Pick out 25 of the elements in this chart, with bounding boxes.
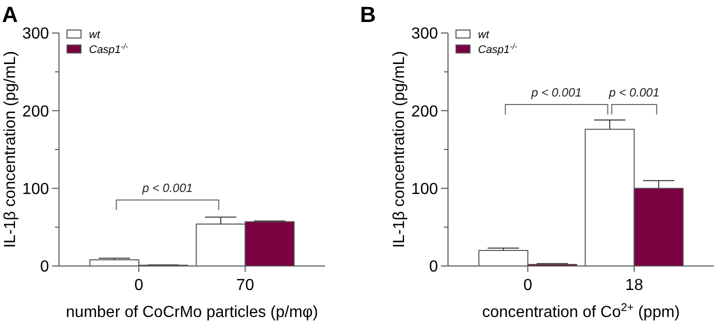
chart-title: B [360, 2, 376, 27]
y-tick-label: 200 [22, 103, 50, 120]
y-tick-label: 0 [40, 258, 50, 276]
legend-label: Casp1$^{-/-}$ [478, 42, 518, 56]
y-tick-label: 0 [429, 258, 438, 276]
legend-label: Casp1$^{-/-}$ [89, 42, 128, 56]
y-axis-title: IL-1β concentration (pg/mL) [2, 51, 19, 248]
x-tick-label: 70 [236, 277, 254, 294]
legend-label: wt [89, 29, 101, 41]
y-tick-label: 300 [411, 26, 438, 43]
legend-label: wt [478, 29, 490, 41]
x-tick-label: 0 [523, 277, 532, 294]
chart-title: A [2, 2, 18, 27]
y-tick-label: 300 [22, 26, 50, 43]
x-axis-title: concentration of Co$^{2+}$ (ppm) [482, 302, 680, 321]
y-tick-label: 100 [22, 180, 50, 198]
x-tick-label: 18 [625, 277, 644, 294]
x-tick-label: 0 [134, 277, 144, 294]
y-tick-label: 200 [411, 103, 438, 120]
annotation: p < 0.001 [530, 85, 582, 100]
annotation: p < 0.001 [608, 85, 660, 100]
annotation: p < 0.001 [141, 180, 193, 195]
x-axis-title: number of CoCrMo particles (p/mφ) [66, 304, 318, 321]
y-axis-title: IL-1β concentration (pg/mL) [391, 51, 408, 248]
y-tick-label: 100 [411, 180, 438, 198]
